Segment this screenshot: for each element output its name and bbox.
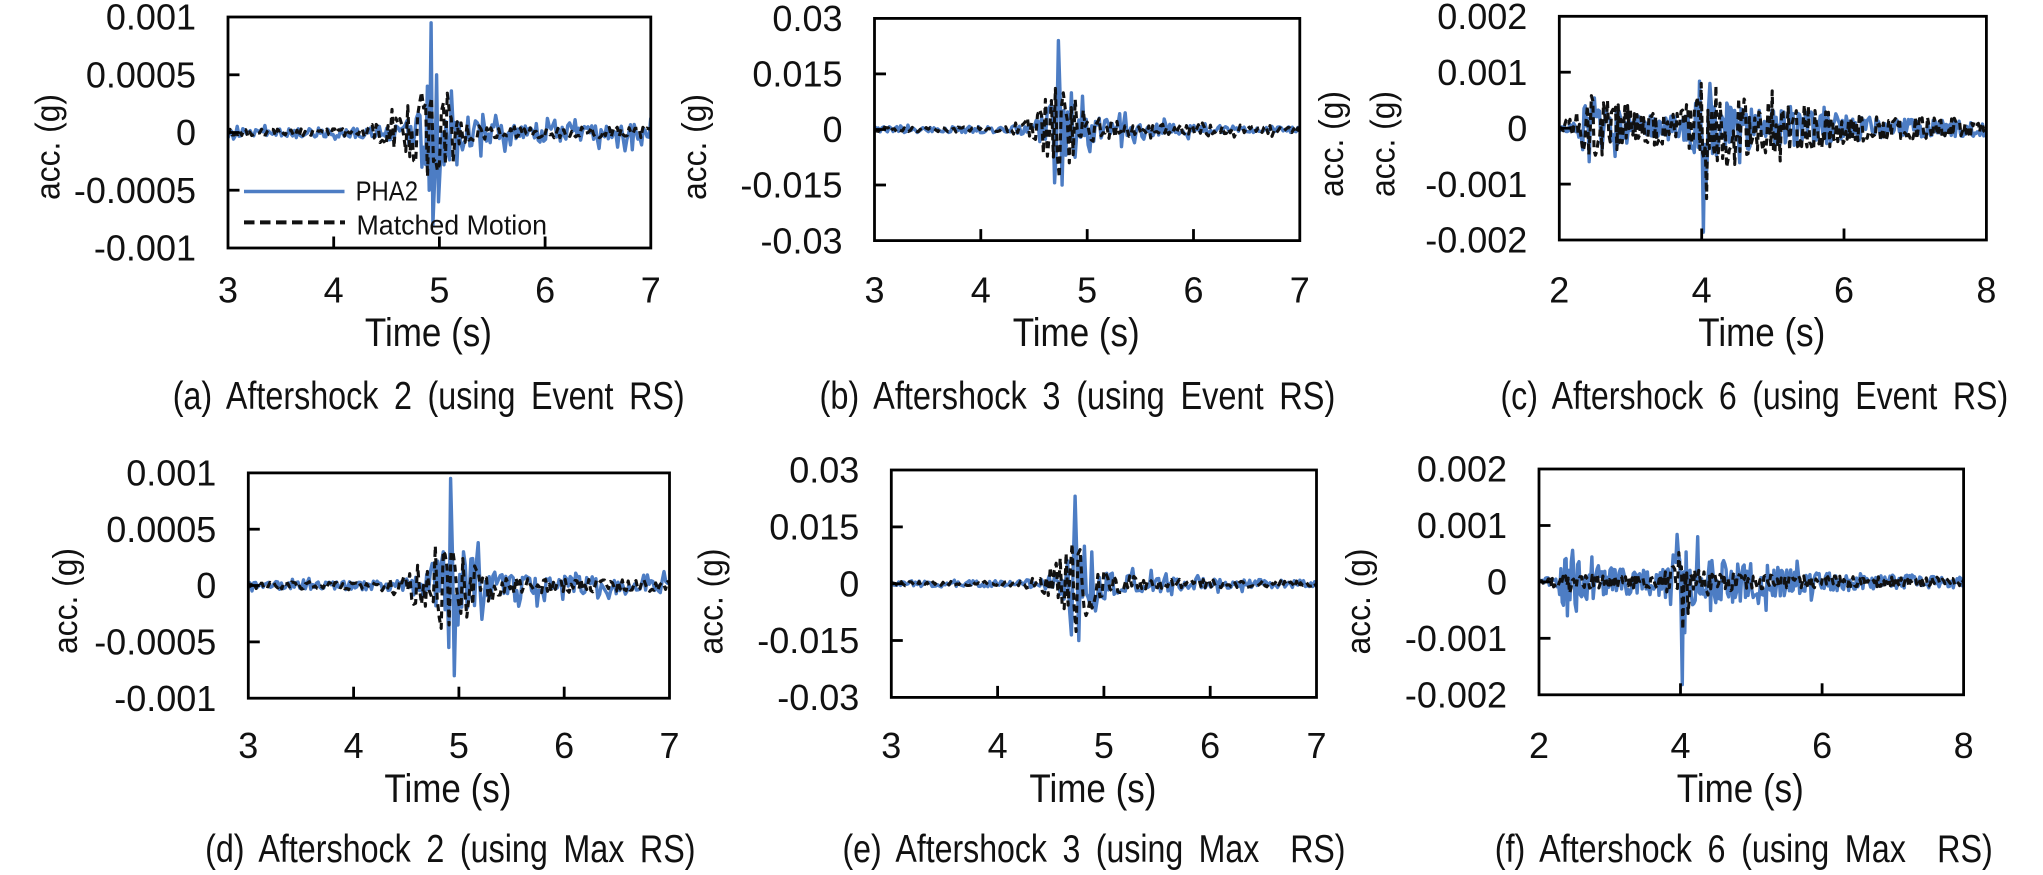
svg-text:4: 4 [1670, 725, 1690, 766]
svg-text:5: 5 [1094, 725, 1114, 766]
svg-text:(a) Aftershock 2 (using Event: (a) Aftershock 2 (using Event RS) [173, 375, 685, 418]
svg-text:3: 3 [238, 725, 258, 766]
svg-text:0.002: 0.002 [1437, 0, 1527, 37]
svg-text:acc. (g): acc. (g) [676, 94, 714, 200]
svg-text:acc. (g): acc. (g) [693, 549, 731, 655]
svg-text:7: 7 [1290, 270, 1310, 311]
svg-text:acc. (g): acc. (g) [1340, 549, 1378, 655]
svg-text:0: 0 [1487, 562, 1507, 603]
svg-text:-0.001: -0.001 [1425, 164, 1527, 205]
svg-text:0.002: 0.002 [1417, 449, 1507, 490]
svg-text:0: 0 [822, 109, 842, 150]
svg-text:-0.015: -0.015 [757, 620, 859, 661]
svg-text:0.001: 0.001 [1437, 52, 1527, 93]
svg-text:4: 4 [324, 270, 344, 311]
svg-text:5: 5 [1077, 270, 1097, 311]
svg-text:-0.0005: -0.0005 [74, 170, 196, 211]
svg-text:acc. (g): acc. (g) [30, 94, 68, 200]
svg-text:-0.002: -0.002 [1405, 675, 1507, 716]
svg-text:0.015: 0.015 [769, 507, 859, 548]
svg-text:8: 8 [1976, 270, 1996, 311]
svg-text:-0.03: -0.03 [760, 220, 842, 261]
svg-text:(c) Aftershock 6 (using Event: (c) Aftershock 6 (using Event RS) [1500, 375, 2008, 418]
svg-text:5: 5 [449, 725, 469, 766]
svg-text:PHA2: PHA2 [356, 176, 418, 207]
svg-text:-0.015: -0.015 [740, 165, 842, 206]
svg-text:0.001: 0.001 [1417, 505, 1507, 546]
svg-text:0.03: 0.03 [789, 450, 859, 491]
svg-text:6: 6 [554, 725, 574, 766]
svg-text:acc. (g): acc. (g) [1365, 91, 1403, 197]
svg-text:0: 0 [839, 563, 859, 604]
svg-text:Time (s): Time (s) [1013, 311, 1140, 355]
svg-text:-0.001: -0.001 [114, 678, 216, 719]
svg-text:Time (s): Time (s) [1677, 767, 1804, 811]
svg-text:0.0005: 0.0005 [106, 509, 216, 550]
svg-text:-0.03: -0.03 [777, 677, 859, 718]
svg-text:2: 2 [1529, 725, 1549, 766]
svg-text:3: 3 [864, 270, 884, 311]
svg-text:5: 5 [429, 270, 449, 311]
svg-text:0: 0 [176, 112, 196, 153]
svg-text:7: 7 [1306, 725, 1326, 766]
svg-text:0.015: 0.015 [752, 54, 842, 95]
svg-text:(f) Aftershock 6 (using Max R: (f) Aftershock 6 (using Max RS) [1495, 828, 1993, 870]
svg-text:4: 4 [988, 725, 1008, 766]
svg-text:(d) Aftershock 2 (using Max RS: (d) Aftershock 2 (using Max RS) [205, 828, 695, 870]
svg-text:4: 4 [1692, 270, 1712, 311]
svg-text:Time (s): Time (s) [1698, 311, 1825, 355]
svg-text:7: 7 [659, 725, 679, 766]
svg-text:8: 8 [1954, 725, 1974, 766]
svg-text:Matched Motion: Matched Motion [357, 210, 548, 241]
svg-text:-0.0005: -0.0005 [94, 622, 216, 663]
svg-text:4: 4 [971, 270, 991, 311]
svg-text:6: 6 [535, 270, 555, 311]
svg-text:(e) Aftershock 3 (using Max R: (e) Aftershock 3 (using Max RS) [843, 828, 1346, 870]
svg-text:6: 6 [1200, 725, 1220, 766]
svg-text:6: 6 [1183, 270, 1203, 311]
svg-text:(b) Aftershock 3 (using Event: (b) Aftershock 3 (using Event RS) [820, 375, 1336, 418]
svg-text:4: 4 [344, 725, 364, 766]
svg-text:0: 0 [196, 565, 216, 606]
svg-text:acc. (g): acc. (g) [1313, 91, 1351, 197]
svg-text:2: 2 [1549, 270, 1569, 311]
svg-text:-0.001: -0.001 [1405, 618, 1507, 659]
svg-text:6: 6 [1834, 270, 1854, 311]
svg-text:-0.002: -0.002 [1425, 220, 1527, 261]
svg-text:-0.001: -0.001 [94, 228, 196, 269]
svg-text:Time (s): Time (s) [1029, 767, 1156, 811]
svg-text:0.0005: 0.0005 [86, 55, 196, 96]
svg-text:Time (s): Time (s) [384, 767, 511, 811]
svg-text:0.03: 0.03 [772, 0, 842, 39]
svg-text:Time (s): Time (s) [365, 311, 492, 355]
svg-text:7: 7 [641, 270, 661, 311]
svg-text:acc. (g): acc. (g) [47, 548, 85, 654]
svg-text:0: 0 [1507, 108, 1527, 149]
svg-text:0.001: 0.001 [106, 0, 196, 38]
svg-text:6: 6 [1812, 725, 1832, 766]
svg-text:0.001: 0.001 [126, 453, 216, 494]
svg-text:3: 3 [218, 270, 238, 311]
svg-text:3: 3 [881, 725, 901, 766]
